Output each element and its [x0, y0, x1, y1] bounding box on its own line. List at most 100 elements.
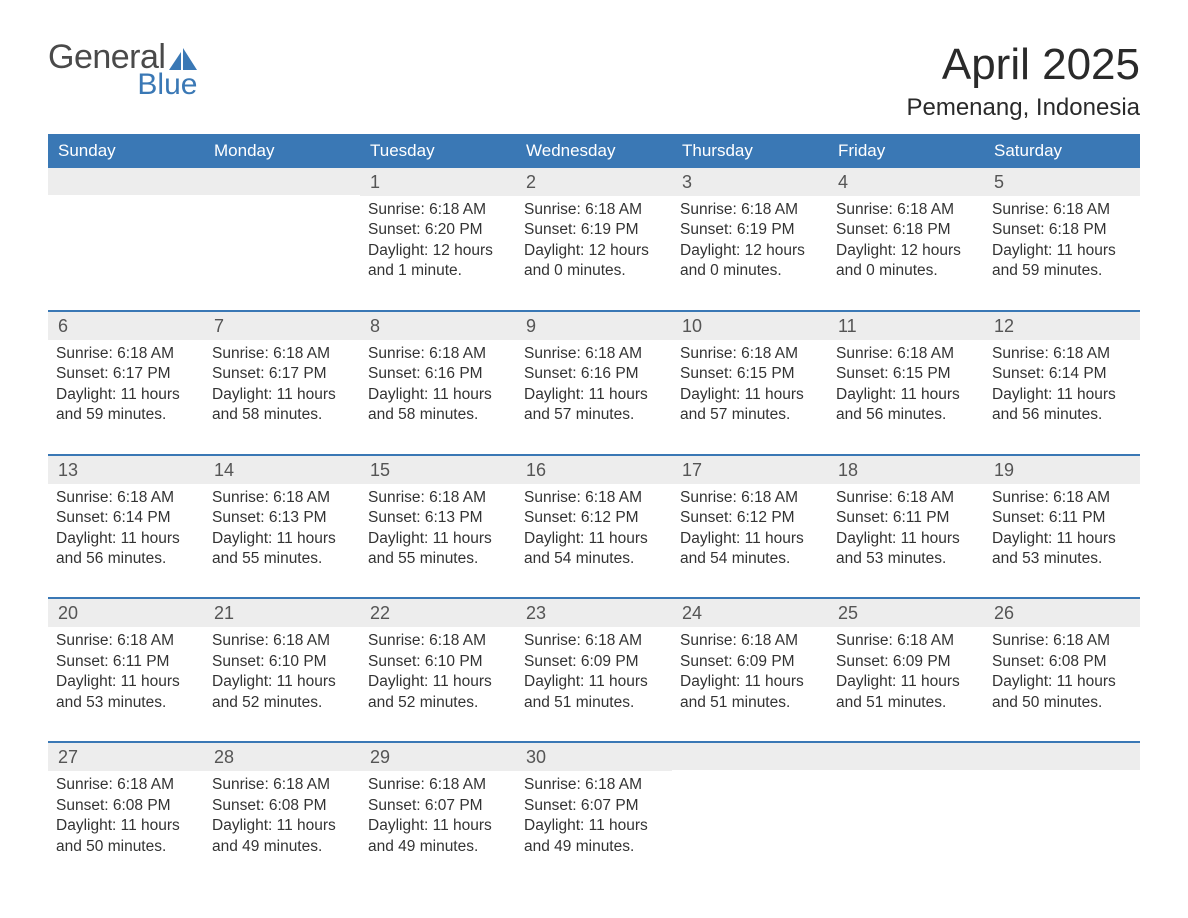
day-sunrise: Sunrise: 6:18 AM: [56, 344, 196, 364]
day-daylight2: and 56 minutes.: [992, 405, 1132, 425]
day-sunrise: Sunrise: 6:18 AM: [680, 200, 820, 220]
date-number: 1: [360, 168, 516, 196]
date-number: 8: [360, 312, 516, 340]
day-body: Sunrise: 6:18 AMSunset: 6:08 PMDaylight:…: [48, 771, 204, 859]
week-row: 13Sunrise: 6:18 AMSunset: 6:14 PMDayligh…: [48, 454, 1140, 576]
day-sunset: Sunset: 6:10 PM: [212, 652, 352, 672]
page-header: General Blue April 2025 Pemenang, Indone…: [48, 40, 1140, 122]
week-row: 20Sunrise: 6:18 AMSunset: 6:11 PMDayligh…: [48, 597, 1140, 719]
day-body: Sunrise: 6:18 AMSunset: 6:19 PMDaylight:…: [672, 196, 828, 284]
day-cell: [204, 168, 360, 288]
day-sunrise: Sunrise: 6:18 AM: [680, 344, 820, 364]
date-number: 27: [48, 743, 204, 771]
day-sunset: Sunset: 6:14 PM: [992, 364, 1132, 384]
day-body: [984, 770, 1140, 776]
day-sunset: Sunset: 6:12 PM: [524, 508, 664, 528]
day-sunrise: Sunrise: 6:18 AM: [524, 631, 664, 651]
day-body: Sunrise: 6:18 AMSunset: 6:09 PMDaylight:…: [672, 627, 828, 715]
day-cell: 19 Sunrise: 6:18 AMSunset: 6:11 PMDayligh…: [984, 456, 1140, 576]
day-body: Sunrise: 6:18 AMSunset: 6:14 PMDaylight:…: [984, 340, 1140, 428]
day-daylight1: Daylight: 11 hours: [524, 529, 664, 549]
day-body: Sunrise: 6:18 AMSunset: 6:10 PMDaylight:…: [204, 627, 360, 715]
day-cell: 28Sunrise: 6:18 AMSunset: 6:08 PMDayligh…: [204, 743, 360, 863]
day-cell: 14Sunrise: 6:18 AMSunset: 6:13 PMDayligh…: [204, 456, 360, 576]
day-daylight1: Daylight: 11 hours: [992, 241, 1132, 261]
day-daylight2: and 1 minute.: [368, 261, 508, 281]
day-daylight1: Daylight: 11 hours: [212, 385, 352, 405]
date-number: [204, 168, 360, 195]
date-number: 24: [672, 599, 828, 627]
day-sunrise: Sunrise: 6:18 AM: [992, 488, 1132, 508]
day-daylight1: Daylight: 11 hours: [368, 816, 508, 836]
weekday-header-row: Sunday Monday Tuesday Wednesday Thursday…: [48, 134, 1140, 168]
day-daylight1: Daylight: 11 hours: [368, 385, 508, 405]
day-daylight1: Daylight: 11 hours: [680, 672, 820, 692]
date-number: 19: [984, 456, 1140, 484]
day-sunrise: Sunrise: 6:18 AM: [524, 775, 664, 795]
day-body: Sunrise: 6:18 AMSunset: 6:15 PMDaylight:…: [828, 340, 984, 428]
day-daylight2: and 58 minutes.: [368, 405, 508, 425]
day-daylight2: and 50 minutes.: [992, 693, 1132, 713]
day-sunset: Sunset: 6:09 PM: [524, 652, 664, 672]
day-sunrise: Sunrise: 6:18 AM: [836, 631, 976, 651]
day-daylight2: and 59 minutes.: [56, 405, 196, 425]
day-body: Sunrise: 6:18 AMSunset: 6:09 PMDaylight:…: [828, 627, 984, 715]
day-cell: 25Sunrise: 6:18 AMSunset: 6:09 PMDayligh…: [828, 599, 984, 719]
day-sunrise: Sunrise: 6:18 AM: [368, 344, 508, 364]
date-number: [984, 743, 1140, 770]
day-daylight1: Daylight: 11 hours: [836, 385, 976, 405]
day-cell: 21Sunrise: 6:18 AMSunset: 6:10 PMDayligh…: [204, 599, 360, 719]
day-sunrise: Sunrise: 6:18 AM: [680, 631, 820, 651]
day-body: Sunrise: 6:18 AMSunset: 6:17 PMDaylight:…: [204, 340, 360, 428]
day-sunset: Sunset: 6:13 PM: [212, 508, 352, 528]
day-body: Sunrise: 6:18 AMSunset: 6:12 PMDaylight:…: [516, 484, 672, 572]
day-body: Sunrise: 6:18 AMSunset: 6:11 PMDaylight:…: [48, 627, 204, 715]
day-daylight2: and 54 minutes.: [680, 549, 820, 569]
day-body: Sunrise: 6:18 AMSunset: 6:17 PMDaylight:…: [48, 340, 204, 428]
logo-sail-icon: [169, 48, 197, 70]
day-daylight2: and 59 minutes.: [992, 261, 1132, 281]
date-number: 2: [516, 168, 672, 196]
day-sunset: Sunset: 6:11 PM: [992, 508, 1132, 528]
day-daylight1: Daylight: 11 hours: [836, 529, 976, 549]
day-cell: 3Sunrise: 6:18 AMSunset: 6:19 PMDaylight…: [672, 168, 828, 288]
day-cell: 20Sunrise: 6:18 AMSunset: 6:11 PMDayligh…: [48, 599, 204, 719]
day-body: Sunrise: 6:18 AMSunset: 6:18 PMDaylight:…: [828, 196, 984, 284]
day-daylight1: Daylight: 11 hours: [836, 672, 976, 692]
date-number: 29: [360, 743, 516, 771]
logo: General Blue: [48, 40, 197, 100]
day-sunrise: Sunrise: 6:18 AM: [368, 488, 508, 508]
day-sunrise: Sunrise: 6:18 AM: [212, 344, 352, 364]
date-number: 22: [360, 599, 516, 627]
day-sunrise: Sunrise: 6:18 AM: [992, 344, 1132, 364]
day-cell: [984, 743, 1140, 863]
day-cell: 10Sunrise: 6:18 AMSunset: 6:15 PMDayligh…: [672, 312, 828, 432]
week-row: 27Sunrise: 6:18 AMSunset: 6:08 PMDayligh…: [48, 741, 1140, 863]
day-daylight1: Daylight: 11 hours: [56, 672, 196, 692]
day-sunset: Sunset: 6:15 PM: [680, 364, 820, 384]
day-body: [204, 195, 360, 201]
day-body: Sunrise: 6:18 AMSunset: 6:20 PMDaylight:…: [360, 196, 516, 284]
day-cell: 1Sunrise: 6:18 AMSunset: 6:20 PMDaylight…: [360, 168, 516, 288]
day-body: Sunrise: 6:18 AMSunset: 6:15 PMDaylight:…: [672, 340, 828, 428]
day-sunrise: Sunrise: 6:18 AM: [212, 631, 352, 651]
day-daylight2: and 53 minutes.: [56, 693, 196, 713]
day-daylight1: Daylight: 12 hours: [524, 241, 664, 261]
day-cell: [672, 743, 828, 863]
day-cell: 26Sunrise: 6:18 AMSunset: 6:08 PMDayligh…: [984, 599, 1140, 719]
date-number: 4: [828, 168, 984, 196]
day-cell: 22Sunrise: 6:18 AMSunset: 6:10 PMDayligh…: [360, 599, 516, 719]
day-cell: 27Sunrise: 6:18 AMSunset: 6:08 PMDayligh…: [48, 743, 204, 863]
day-daylight2: and 52 minutes.: [212, 693, 352, 713]
day-daylight1: Daylight: 11 hours: [524, 816, 664, 836]
day-daylight2: and 51 minutes.: [836, 693, 976, 713]
day-sunrise: Sunrise: 6:18 AM: [368, 775, 508, 795]
day-daylight2: and 55 minutes.: [368, 549, 508, 569]
day-sunrise: Sunrise: 6:18 AM: [680, 488, 820, 508]
day-daylight1: Daylight: 11 hours: [212, 529, 352, 549]
date-number: 13: [48, 456, 204, 484]
day-body: Sunrise: 6:18 AMSunset: 6:18 PMDaylight:…: [984, 196, 1140, 284]
day-body: Sunrise: 6:18 AMSunset: 6:07 PMDaylight:…: [360, 771, 516, 859]
day-daylight1: Daylight: 12 hours: [368, 241, 508, 261]
day-daylight1: Daylight: 11 hours: [992, 529, 1132, 549]
